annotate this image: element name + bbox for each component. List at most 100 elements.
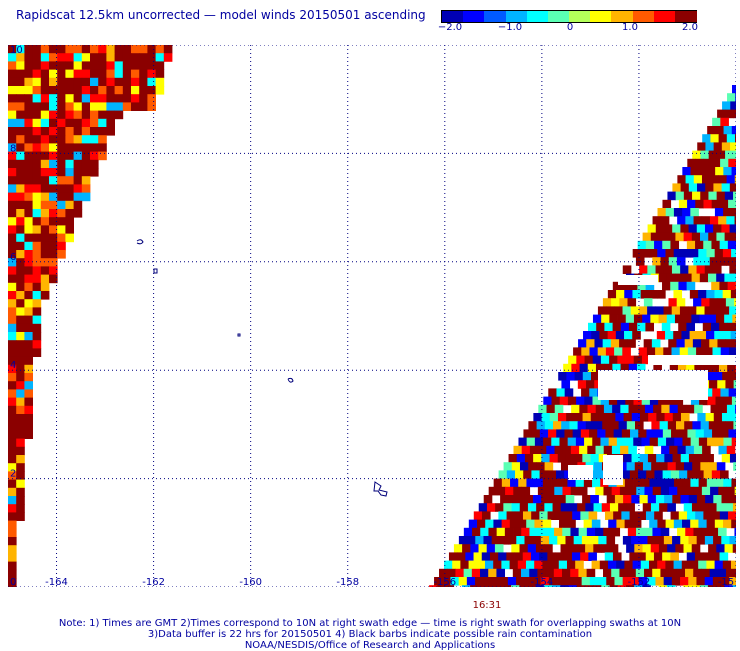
- wind-cell: [24, 340, 33, 349]
- wind-cell: [667, 274, 676, 283]
- wind-cell: [478, 585, 487, 587]
- wind-cell: [525, 495, 534, 504]
- wind-cell: [628, 446, 637, 455]
- wind-cell: [657, 331, 666, 340]
- wind-cell: [708, 315, 717, 324]
- wind-cell: [704, 470, 713, 479]
- wind-cell: [90, 127, 99, 136]
- wind-cell: [597, 429, 606, 438]
- wind-cell: [8, 488, 17, 497]
- wind-cell: [627, 462, 636, 471]
- wind-cell: [702, 216, 711, 225]
- wind-cell: [562, 528, 571, 537]
- wind-cell: [82, 143, 91, 152]
- wind-cell: [548, 388, 557, 397]
- wind-cell: [623, 536, 632, 545]
- wind-cell: [625, 438, 634, 447]
- wind-cell: [603, 528, 612, 537]
- wind-cell: [16, 242, 25, 251]
- wind-cell: [687, 552, 696, 561]
- wind-cell: [722, 101, 731, 110]
- wind-cell: [725, 503, 734, 512]
- wind-cell: [656, 265, 665, 274]
- wind-cell: [575, 561, 584, 570]
- data-gap: [648, 355, 736, 365]
- wind-cell: [16, 316, 25, 325]
- map-title: Rapidscat 12.5km uncorrected — model win…: [16, 8, 426, 22]
- wind-cell: [699, 438, 708, 447]
- wind-cell: [115, 94, 124, 103]
- wind-cell: [710, 528, 719, 537]
- wind-cell: [528, 421, 537, 430]
- wind-cell: [41, 176, 50, 185]
- wind-cell: [147, 102, 156, 111]
- wind-cell: [16, 512, 25, 521]
- wind-cell: [604, 446, 613, 455]
- wind-cell: [65, 127, 74, 136]
- wind-cell: [8, 340, 17, 349]
- wind-cell: [131, 86, 140, 95]
- wind-cell: [131, 102, 140, 111]
- wind-cell: [528, 462, 537, 471]
- wind-cell: [90, 152, 99, 161]
- wind-cell: [611, 528, 620, 537]
- wind-cell: [106, 70, 115, 79]
- wind-cell: [712, 511, 721, 520]
- wind-cell: [123, 78, 132, 87]
- wind-cell: [623, 454, 632, 463]
- wind-cell: [508, 536, 517, 545]
- wind-cell: [65, 135, 74, 144]
- wind-cell: [664, 495, 673, 504]
- wind-cell: [625, 520, 634, 529]
- wind-cell: [65, 176, 74, 185]
- wind-cell: [582, 454, 591, 463]
- wind-cell: [694, 405, 703, 414]
- wind-cell: [591, 413, 600, 422]
- colorbar-segment: [463, 11, 485, 22]
- coastline-dot-1: [137, 240, 143, 244]
- wind-cell: [684, 192, 693, 201]
- wind-cell: [721, 306, 730, 315]
- wind-cell: [74, 168, 83, 177]
- wind-cell: [711, 241, 720, 250]
- wind-cell: [687, 282, 696, 291]
- wind-cell: [649, 249, 658, 258]
- wind-cell: [24, 61, 33, 70]
- wind-cell: [8, 480, 17, 489]
- wind-cell: [674, 249, 683, 258]
- wind-cell: [696, 306, 705, 315]
- wind-cell: [8, 94, 17, 103]
- wind-cell: [709, 380, 718, 389]
- wind-cell: [615, 413, 624, 422]
- wind-cell: [710, 216, 719, 225]
- wind-cell: [704, 429, 713, 438]
- wind-cell: [634, 356, 643, 365]
- wind-cell: [33, 111, 42, 120]
- wind-cell: [666, 208, 675, 217]
- wind-cell: [57, 225, 66, 234]
- wind-cell: [720, 511, 729, 520]
- wind-cell: [16, 78, 25, 87]
- wind-cell: [16, 201, 25, 210]
- wind-cell: [666, 479, 675, 488]
- wind-cell: [542, 413, 551, 422]
- data-gap: [603, 455, 623, 485]
- wind-cell: [479, 503, 488, 512]
- wind-cell: [588, 405, 597, 414]
- wind-cell: [619, 339, 628, 348]
- wind-cell: [631, 306, 640, 315]
- wind-cell: [623, 265, 632, 274]
- wind-cell: [653, 487, 662, 496]
- colorbar-segment: [654, 11, 676, 22]
- wind-cell: [8, 168, 17, 177]
- wind-cell: [726, 339, 735, 348]
- wind-cell: [41, 291, 50, 300]
- wind-cell: [676, 421, 685, 430]
- wind-cell: [106, 127, 115, 136]
- wind-cell: [730, 495, 736, 504]
- wind-cell: [24, 266, 33, 275]
- colorbar-segment: [484, 11, 506, 22]
- wind-cell: [41, 160, 50, 169]
- wind-cell: [694, 175, 703, 184]
- wind-cell: [546, 446, 555, 455]
